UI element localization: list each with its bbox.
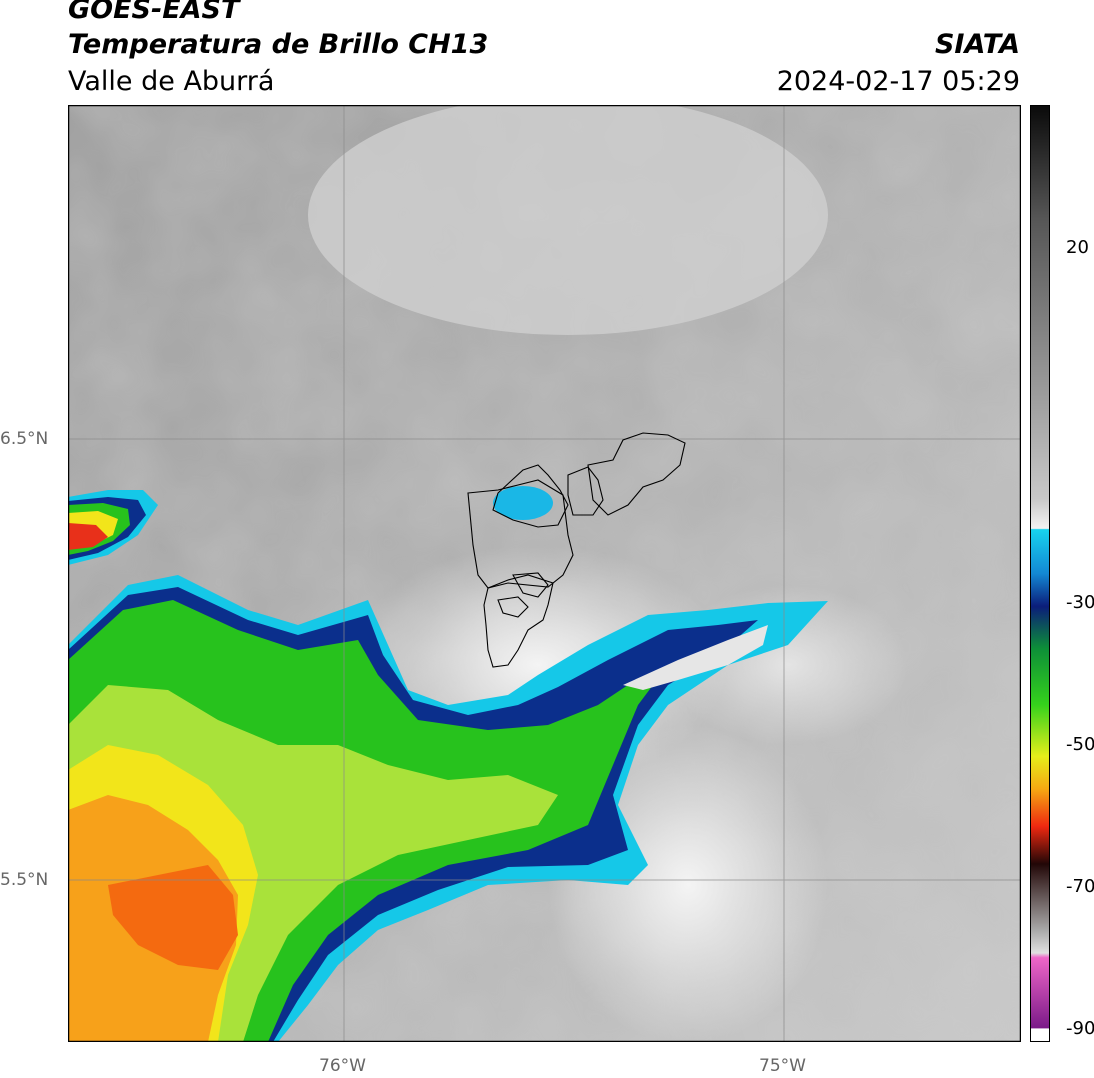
map-frame (68, 105, 1021, 1042)
outline-main (467, 479, 574, 589)
outline-east (567, 466, 604, 516)
outline-north (587, 432, 686, 516)
small-cell-red (68, 523, 108, 550)
colorbar (1030, 105, 1050, 1042)
title-datetime: 2024-02-17 05:29 (776, 66, 1020, 97)
colorbar-tick-20: 20 (1066, 237, 1089, 258)
colorbar-frame (1030, 105, 1050, 1042)
title-product: Temperatura de Brillo CH13 (68, 29, 489, 60)
lat-tick-6-5n: 6.5°N (0, 429, 49, 449)
outline-inner-1 (497, 596, 529, 618)
lon-tick-75w: 75°W (759, 1056, 806, 1076)
satellite-map (68, 105, 1021, 1042)
colorbar-tick-minus70: -70 (1066, 876, 1094, 897)
storm-deep-orange (108, 865, 238, 970)
light-area-top (308, 105, 828, 335)
storm-clear-gap (623, 625, 768, 690)
lat-tick-5-5n: 5.5°N (0, 870, 49, 890)
title-region: Valle de Aburrá (68, 66, 275, 97)
colorbar-tick-minus30: -30 (1066, 592, 1094, 613)
title-satellite: GOES-EAST (68, 0, 240, 25)
valley-cyan-cell (493, 486, 553, 520)
colorbar-fill (1030, 105, 1050, 1042)
graticule (68, 105, 1021, 1042)
lon-tick-76w: 76°W (319, 1056, 366, 1076)
outline-inner-2 (512, 572, 549, 598)
convective-system (68, 486, 828, 1042)
municipality-outlines (467, 432, 686, 668)
colorbar-tick-minus50: -50 (1066, 734, 1094, 755)
colorbar-tick-minus90: -90 (1066, 1018, 1094, 1039)
title-agency: SIATA (934, 29, 1020, 60)
outline-south (483, 574, 554, 668)
outline-north-west (492, 464, 569, 528)
